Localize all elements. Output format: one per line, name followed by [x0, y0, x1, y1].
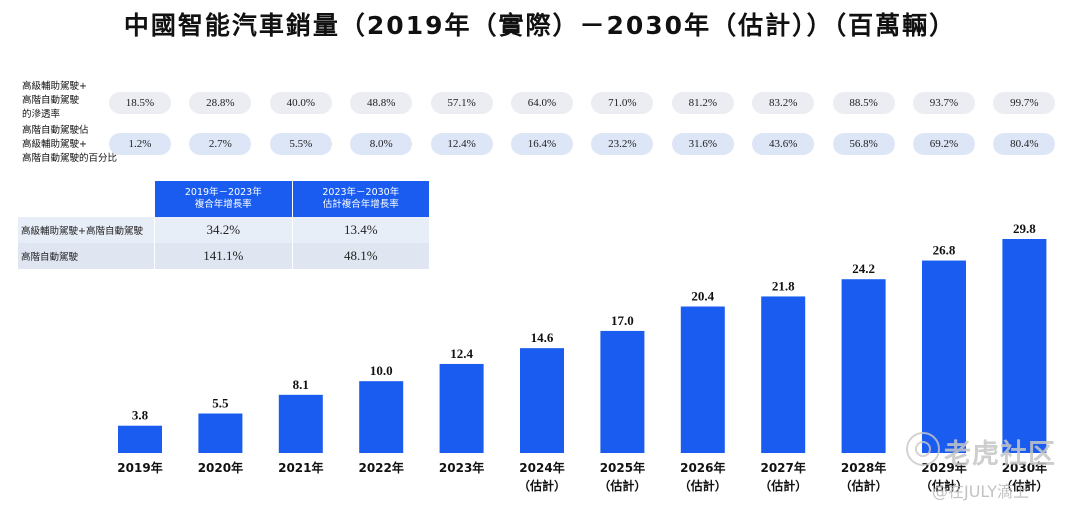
category-sublabel: （估計）: [759, 478, 807, 493]
cagr-cell: 34.2%: [154, 217, 293, 243]
high-level-share-value: 12.4%: [430, 133, 493, 155]
penetration-value: 93.7%: [913, 92, 975, 114]
bar: [680, 306, 725, 453]
penetration-value: 57.1%: [430, 92, 493, 114]
category-sublabel: （估計）: [840, 478, 888, 493]
category-label: 2029年: [921, 460, 966, 475]
cagr-header-2019-2023-text: 2019年－2023年 複合年增長率: [184, 187, 262, 210]
bar: [118, 425, 162, 453]
category-sublabel: （估計）: [518, 478, 566, 493]
cagr-header-2023-2030-text: 2023年－2030年 估計複合年增長率: [322, 187, 400, 210]
bar: [520, 348, 564, 453]
category-label: 2020年: [198, 460, 243, 475]
data-label: 10.0: [370, 363, 393, 378]
high-level-share-value: 56.8%: [832, 133, 895, 155]
data-label: 29.8: [1013, 221, 1036, 236]
high-level-share-label-line: 高級輔助駕駛+: [22, 139, 87, 150]
penetration-value: 64.0%: [511, 92, 573, 114]
table-row: 高階自動駕駛 141.1% 48.1%: [18, 243, 429, 269]
data-label: 21.8: [772, 278, 795, 293]
penetration-label-line: 的滲透率: [22, 109, 61, 120]
penetration-value: 40.0%: [269, 92, 332, 114]
watermark-brand: 老虎社区: [944, 439, 1056, 470]
high-level-share-label-line: 高階自動駕駛的百分比: [22, 153, 118, 164]
penetration-value: 81.2%: [671, 92, 734, 114]
cagr-cell: 141.1%: [154, 243, 293, 269]
penetration-label-line: 高級輔助駕駛+: [22, 81, 87, 92]
chart-title: 中國智能汽車銷量（2019年（實際）－2030年（估計））（百萬輛）: [123, 11, 957, 40]
high-level-share-row-label: 高階自動駕駛佔 高級輔助駕駛+ 高階自動駕駛的百分比: [22, 124, 117, 166]
category-label: 2030年: [1002, 460, 1047, 475]
high-level-share-value: 69.2%: [913, 133, 975, 155]
bar: [198, 413, 243, 453]
table-row: 高級輔助駕駛+高階自動駕駛 34.2% 13.4%: [18, 217, 429, 243]
data-label: 17.0: [611, 313, 634, 328]
bar: [439, 363, 484, 453]
category-label: 2027年: [760, 460, 805, 475]
high-level-share-value: 16.4%: [511, 133, 573, 155]
category-label: 2023年: [439, 460, 484, 475]
cagr-cell: 13.4%: [291, 217, 429, 243]
cagr-table: 2019年－2023年 複合年增長率 2023年－2030年 估計複合年增長率 高級…: [18, 181, 429, 269]
bar: [922, 260, 966, 453]
data-label: 5.5: [212, 396, 229, 411]
category-label: 2025年: [600, 460, 645, 475]
penetration-row-label: 高級輔助駕駛+ 高階自動駕駛 的滲透率: [22, 80, 87, 122]
data-label: 26.8: [933, 243, 956, 258]
category-label: 2028年: [841, 460, 886, 475]
cagr-header-empty: [18, 181, 155, 217]
cagr-row-label: 高階自動駕駛: [18, 243, 155, 269]
bar: [600, 330, 645, 453]
cagr-header-2019-2023: 2019年－2023年 複合年增長率: [154, 181, 293, 217]
penetration-label-line: 高階自動駕駛: [22, 95, 80, 106]
high-level-share-value: 8.0%: [350, 133, 413, 155]
data-label: 12.4: [450, 346, 473, 361]
high-level-share-value: 2.7%: [189, 133, 252, 155]
category-label: 2022年: [358, 460, 403, 475]
category-sublabel: （估計）: [920, 478, 968, 493]
high-level-share-value: 31.6%: [671, 133, 734, 155]
category-label: 2026年: [680, 460, 725, 475]
cagr-header-row: 2019年－2023年 複合年增長率 2023年－2030年 估計複合年增長率: [18, 181, 429, 217]
penetration-value: 99.7%: [993, 92, 1056, 114]
data-label: 24.2: [852, 261, 875, 276]
cagr-row-label: 高級輔助駕駛+高階自動駕駛: [18, 217, 155, 243]
watermark-user: @在JULY滴上: [932, 482, 1029, 501]
category-sublabel: （估計）: [598, 478, 646, 493]
high-level-share-value: 80.4%: [993, 133, 1056, 155]
bar: [761, 296, 806, 453]
penetration-value: 48.8%: [350, 92, 413, 114]
penetration-value: 88.5%: [832, 92, 895, 114]
high-level-share-value: 5.5%: [269, 133, 332, 155]
cagr-header-2023-2030: 2023年－2030年 估計複合年增長率: [291, 181, 429, 217]
penetration-value: 28.8%: [189, 92, 252, 114]
bar: [1002, 239, 1047, 453]
penetration-value: 71.0%: [591, 92, 654, 114]
penetration-value: 83.2%: [752, 92, 815, 114]
cagr-cell: 48.1%: [291, 243, 429, 269]
watermark-logo-icon: [906, 432, 940, 466]
category-label: 2024年: [519, 460, 564, 475]
category-label: 2021年: [278, 460, 323, 475]
data-label: 20.4: [691, 289, 714, 304]
category-sublabel: （估計）: [679, 478, 727, 493]
category-sublabel: （估計）: [1000, 478, 1048, 493]
data-label: 3.8: [132, 408, 149, 423]
high-level-share-value: 1.2%: [109, 133, 171, 155]
bar: [841, 279, 886, 453]
bar: [359, 381, 404, 453]
data-label: 14.6: [531, 330, 554, 345]
penetration-value: 18.5%: [109, 92, 171, 114]
high-level-share-label-line: 高階自動駕駛佔: [22, 125, 89, 136]
category-label: 2019年: [117, 460, 162, 475]
data-label: 8.1: [293, 377, 309, 392]
high-level-share-value: 43.6%: [752, 133, 815, 155]
bar: [278, 394, 323, 453]
high-level-share-value: 23.2%: [591, 133, 654, 155]
